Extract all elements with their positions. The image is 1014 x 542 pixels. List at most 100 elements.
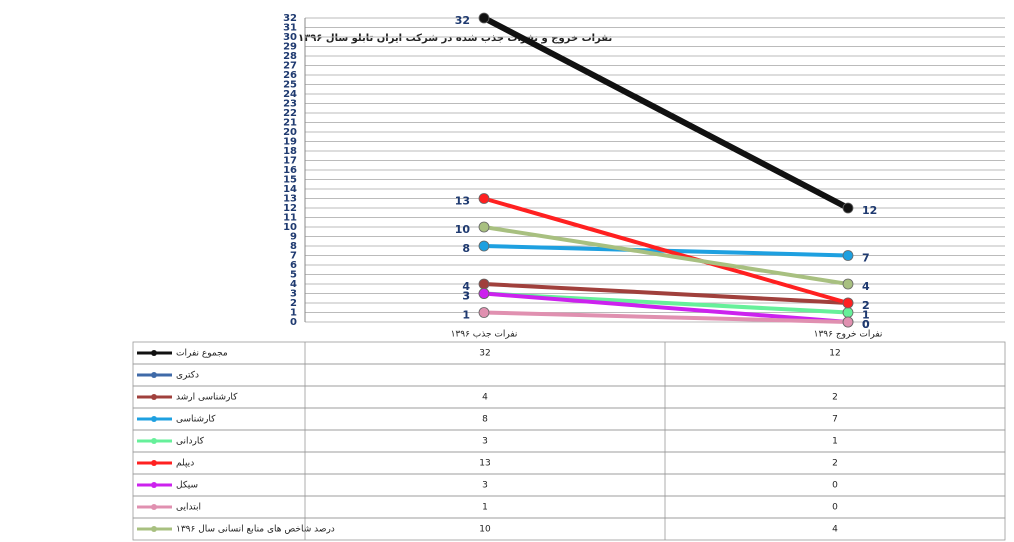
x-tick-label: نفرات جذب ۱۳۹۶ <box>451 330 518 340</box>
series-line <box>482 282 850 305</box>
y-tick-label: 18 <box>283 146 297 157</box>
legend-marker <box>151 504 157 510</box>
table-value: 0 <box>832 503 838 513</box>
table-value: 13 <box>479 459 490 469</box>
point <box>842 307 854 318</box>
data-label: 4 <box>462 280 470 293</box>
data-label: 2 <box>862 299 870 312</box>
point <box>842 250 854 261</box>
y-tick-label: 30 <box>283 32 297 43</box>
y-tick-label: 21 <box>283 118 297 129</box>
legend-label: دکتری <box>176 371 199 381</box>
series-line <box>481 15 851 211</box>
data-label: 4 <box>862 280 870 293</box>
y-tick-label: 26 <box>283 70 297 81</box>
y-tick-label: 27 <box>283 61 297 72</box>
series-line <box>482 196 850 305</box>
data-label: 1 <box>462 309 470 322</box>
y-tick-label: 13 <box>283 194 297 205</box>
point <box>842 202 854 214</box>
legend-label: دیپلم <box>176 459 194 469</box>
table-value: 8 <box>482 415 488 425</box>
table-value: 1 <box>832 437 838 447</box>
y-tick-label: 14 <box>283 184 297 195</box>
y-tick-label: 15 <box>283 175 297 186</box>
point <box>478 307 490 318</box>
table-value: 2 <box>832 393 838 403</box>
y-tick-label: 25 <box>283 80 297 91</box>
y-tick-label: 20 <box>283 127 297 138</box>
legend-marker <box>151 416 157 422</box>
data-label: 3 <box>462 290 470 303</box>
data-label: 8 <box>462 242 470 255</box>
series-line <box>482 225 850 286</box>
y-tick-label: 24 <box>283 89 297 100</box>
y-tick-label: 32 <box>283 13 297 24</box>
point <box>842 278 854 290</box>
legend-label: مجموع نفرات <box>176 349 228 359</box>
y-tick-label: 11 <box>283 213 297 224</box>
y-tick-label: 9 <box>290 232 297 243</box>
y-tick-label: 17 <box>283 156 297 167</box>
table-value: 4 <box>832 525 838 535</box>
table-value: 12 <box>829 349 840 359</box>
y-tick-label: 10 <box>283 222 297 233</box>
table-value: 1 <box>482 503 488 513</box>
table-row <box>132 363 1006 387</box>
point <box>842 297 854 309</box>
table-row <box>132 473 1006 497</box>
legend-marker <box>151 372 157 378</box>
legend-marker <box>151 438 157 444</box>
data-label: 10 <box>455 223 471 236</box>
table-value: 7 <box>832 415 838 425</box>
legend-marker <box>151 482 157 488</box>
y-tick-label: 6 <box>290 260 297 271</box>
point <box>478 193 490 204</box>
y-tick-label: 19 <box>283 137 297 148</box>
y-tick-label: 29 <box>283 42 297 53</box>
y-tick-label: 16 <box>283 165 297 176</box>
y-tick-label: 12 <box>283 203 297 214</box>
y-tick-label: 23 <box>283 99 297 110</box>
y-tick-label: 22 <box>283 108 297 119</box>
legend-label: کاردانی <box>176 437 205 447</box>
table-row <box>132 385 1006 409</box>
point <box>842 316 854 328</box>
legend-label: درصد شاخص های منابع انسانی سال ۱۳۹۶ <box>176 525 335 535</box>
y-tick-label: 8 <box>290 241 297 252</box>
point <box>478 12 490 24</box>
y-tick-label: 2 <box>290 298 297 309</box>
point <box>478 221 490 233</box>
legend-marker <box>151 460 157 466</box>
legend-label: سیکل <box>176 481 198 491</box>
table-row <box>132 341 1006 365</box>
data-label: 7 <box>862 252 870 265</box>
table-value: 0 <box>832 481 838 491</box>
data-label: 0 <box>862 318 870 331</box>
legend-label: کارشناسی <box>176 415 216 425</box>
y-tick-label: 5 <box>290 270 297 281</box>
table-value: 32 <box>479 349 490 359</box>
y-tick-label: 0 <box>290 317 297 328</box>
y-tick-label: 31 <box>283 23 297 34</box>
data-label: 1 <box>862 309 870 322</box>
legend-marker <box>151 394 157 400</box>
table-row <box>132 517 1006 541</box>
data-label: 32 <box>455 14 470 27</box>
y-tick-label: 3 <box>290 289 297 300</box>
y-tick-label: 1 <box>290 308 297 319</box>
y-tick-label: 7 <box>290 251 297 262</box>
series-line <box>482 310 850 324</box>
x-tick-label: نفرات خروج ۱۳۹۶ <box>814 330 883 340</box>
data-label: 2 <box>862 299 870 312</box>
table-value: 3 <box>482 481 488 491</box>
data-label: 3 <box>462 290 470 303</box>
legend-marker <box>151 526 157 532</box>
legend-marker <box>151 350 157 356</box>
y-tick-label: 4 <box>290 279 297 290</box>
chart-title: نفرات خروج و نفرات جذب شده در شرکت ایران… <box>298 33 612 44</box>
legend-label: کارشناسی ارشد <box>176 393 238 403</box>
table-value: 4 <box>482 393 488 403</box>
legend-label: ابتدایی <box>176 503 201 513</box>
